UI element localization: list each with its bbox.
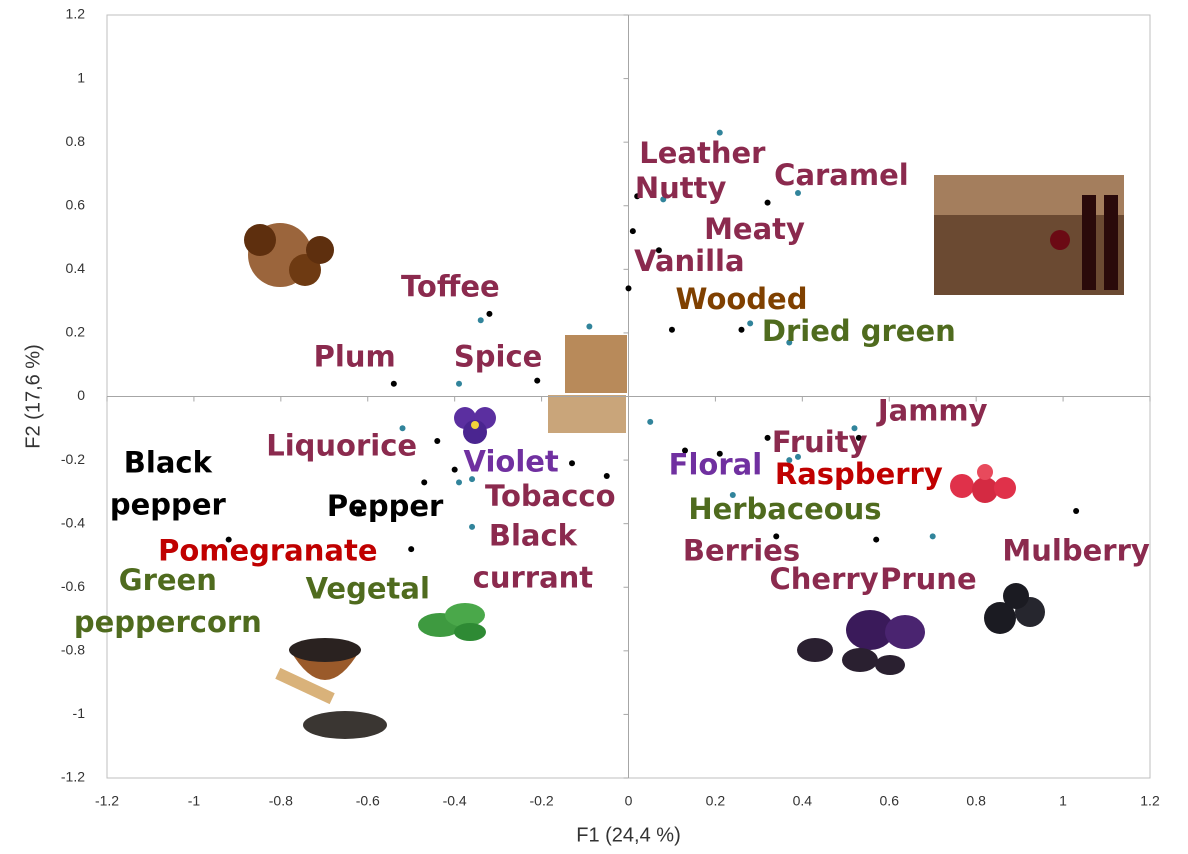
point-label: Black [124,446,213,480]
point-label: Spice [454,339,542,373]
y-tick-label: 0.6 [66,196,86,212]
y-tick-label: -0.6 [61,578,85,594]
x-tick-label: 0.2 [706,793,726,809]
point-label: Pepper [327,489,444,523]
point-label: Tobacco [485,479,616,513]
point [647,419,653,425]
x-tick-label: -0.6 [356,793,380,809]
x-tick-label: 0.6 [880,793,900,809]
point-label: Violet [464,444,559,478]
point [1073,508,1079,514]
y-tick-label: 1.2 [66,6,86,22]
point-label: Raspberry [775,457,943,491]
point-label: Wooded [675,282,807,316]
decor-raspberry [950,464,1016,503]
decor-blackberries [984,583,1045,634]
point [452,467,458,473]
point-label: Cherry [770,562,879,596]
y-tick-label: 1 [77,69,85,85]
point-label: Dried green [762,314,956,348]
y-tick-label: -1.2 [61,769,85,785]
point [456,479,462,485]
point [586,324,592,330]
point [478,317,484,323]
x-tick-label: 0.4 [793,793,813,809]
point-label: Plum [314,339,396,373]
x-tick-label: -1 [188,793,201,809]
point [738,327,744,333]
point [486,311,492,317]
point [391,381,397,387]
point [434,438,440,444]
decor-plums [797,610,925,675]
point [569,460,575,466]
point-label: Leather [639,136,766,170]
point [456,381,462,387]
point-label: peppercorn [74,605,262,639]
point-label: Floral [669,447,763,481]
chart: -1.2 -1 -0.8 -0.6 -0.4 -0.2 0 0.2 0.4 0.6 0.8 1 1.2 -… [0,0,1188,854]
point [669,327,675,333]
point [408,546,414,552]
point-label: Mulberry [1002,533,1149,567]
decor-mint [418,603,486,641]
decor-spices [548,335,627,433]
x-tick-label: 0.8 [966,793,986,809]
point [604,473,610,479]
point-label: Caramel [774,158,909,192]
x-axis-title: F1 (24,4 %) [576,824,680,846]
point [469,524,475,530]
point [930,533,936,539]
y-tick-label: 0.8 [66,133,86,149]
decor-wine-cellar [934,175,1124,295]
x-tick-label: -0.8 [269,793,293,809]
point [765,435,771,441]
y-tick-label: 0.4 [66,260,86,276]
x-tick-label: 1.2 [1140,793,1160,809]
point-label: pepper [110,488,227,522]
point [747,320,753,326]
point-label: Fruity [772,425,868,459]
point-label: Vanilla [634,244,744,278]
y-tick-label: -0.4 [61,514,85,530]
point-label: Meaty [704,212,805,246]
x-tick-label: -0.4 [443,793,467,809]
point-label: Liquorice [266,428,417,462]
point [765,200,771,206]
x-tick-label: 1 [1059,793,1067,809]
decor-star-anise [244,223,334,287]
y-tick-label: -0.2 [61,451,85,467]
point-label: Jammy [876,393,988,427]
point-label: Herbaceous [688,492,881,526]
point [717,130,723,136]
point-label: Nutty [635,171,727,205]
y-tick-label: 0.2 [66,324,86,340]
point [626,285,632,291]
y-tick-label: -1 [73,705,86,721]
point-label: currant [473,561,594,595]
point-label: Vegetal [306,571,430,605]
decor-pepper-bowl [275,638,387,739]
x-tick-label: 0 [625,793,633,809]
point [534,378,540,384]
point [421,479,427,485]
point-label: Toffee [401,269,500,303]
decor-violet [454,407,496,444]
point-label: Prune [880,562,977,596]
x-tick-label: -1.2 [95,793,119,809]
point-label: Green [119,563,217,597]
y-axis-title: F2 (17,6 %) [22,344,44,448]
point [630,228,636,234]
y-tick-label: 0 [77,387,85,403]
point-label: Black [489,519,578,553]
y-tick-label: -0.8 [61,642,85,658]
point [873,537,879,543]
x-tick-label: -0.2 [530,793,554,809]
